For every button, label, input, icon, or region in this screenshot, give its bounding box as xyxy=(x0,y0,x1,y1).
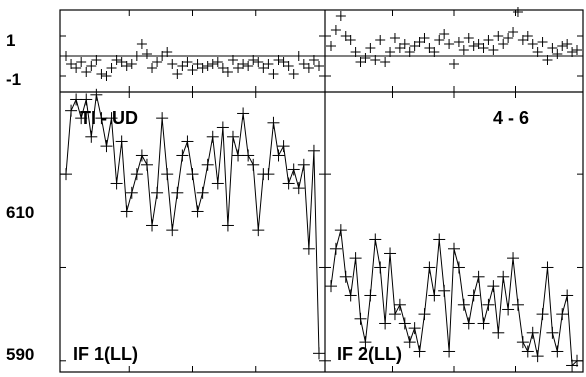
axis-ticks xyxy=(60,10,583,372)
series-line-panel-1 xyxy=(65,94,320,354)
panel-label-if2: IF 2(LL) xyxy=(337,344,402,364)
annotation-date: 4 - 6 xyxy=(493,108,529,128)
residual-tick-label-1: 1 xyxy=(6,31,15,50)
series-lines xyxy=(65,94,578,367)
annotation-source: TI - UD xyxy=(80,108,138,128)
panel-frames xyxy=(59,9,584,373)
series-points xyxy=(60,88,583,372)
residual-points xyxy=(61,7,582,81)
main-tick-label-590: 590 xyxy=(6,345,34,364)
panel-label-if1: IF 1(LL) xyxy=(73,344,138,364)
residual-tick-label-neg1: -1 xyxy=(6,70,21,89)
main-tick-label-610: 610 xyxy=(6,203,34,222)
outer-frame xyxy=(59,9,584,373)
